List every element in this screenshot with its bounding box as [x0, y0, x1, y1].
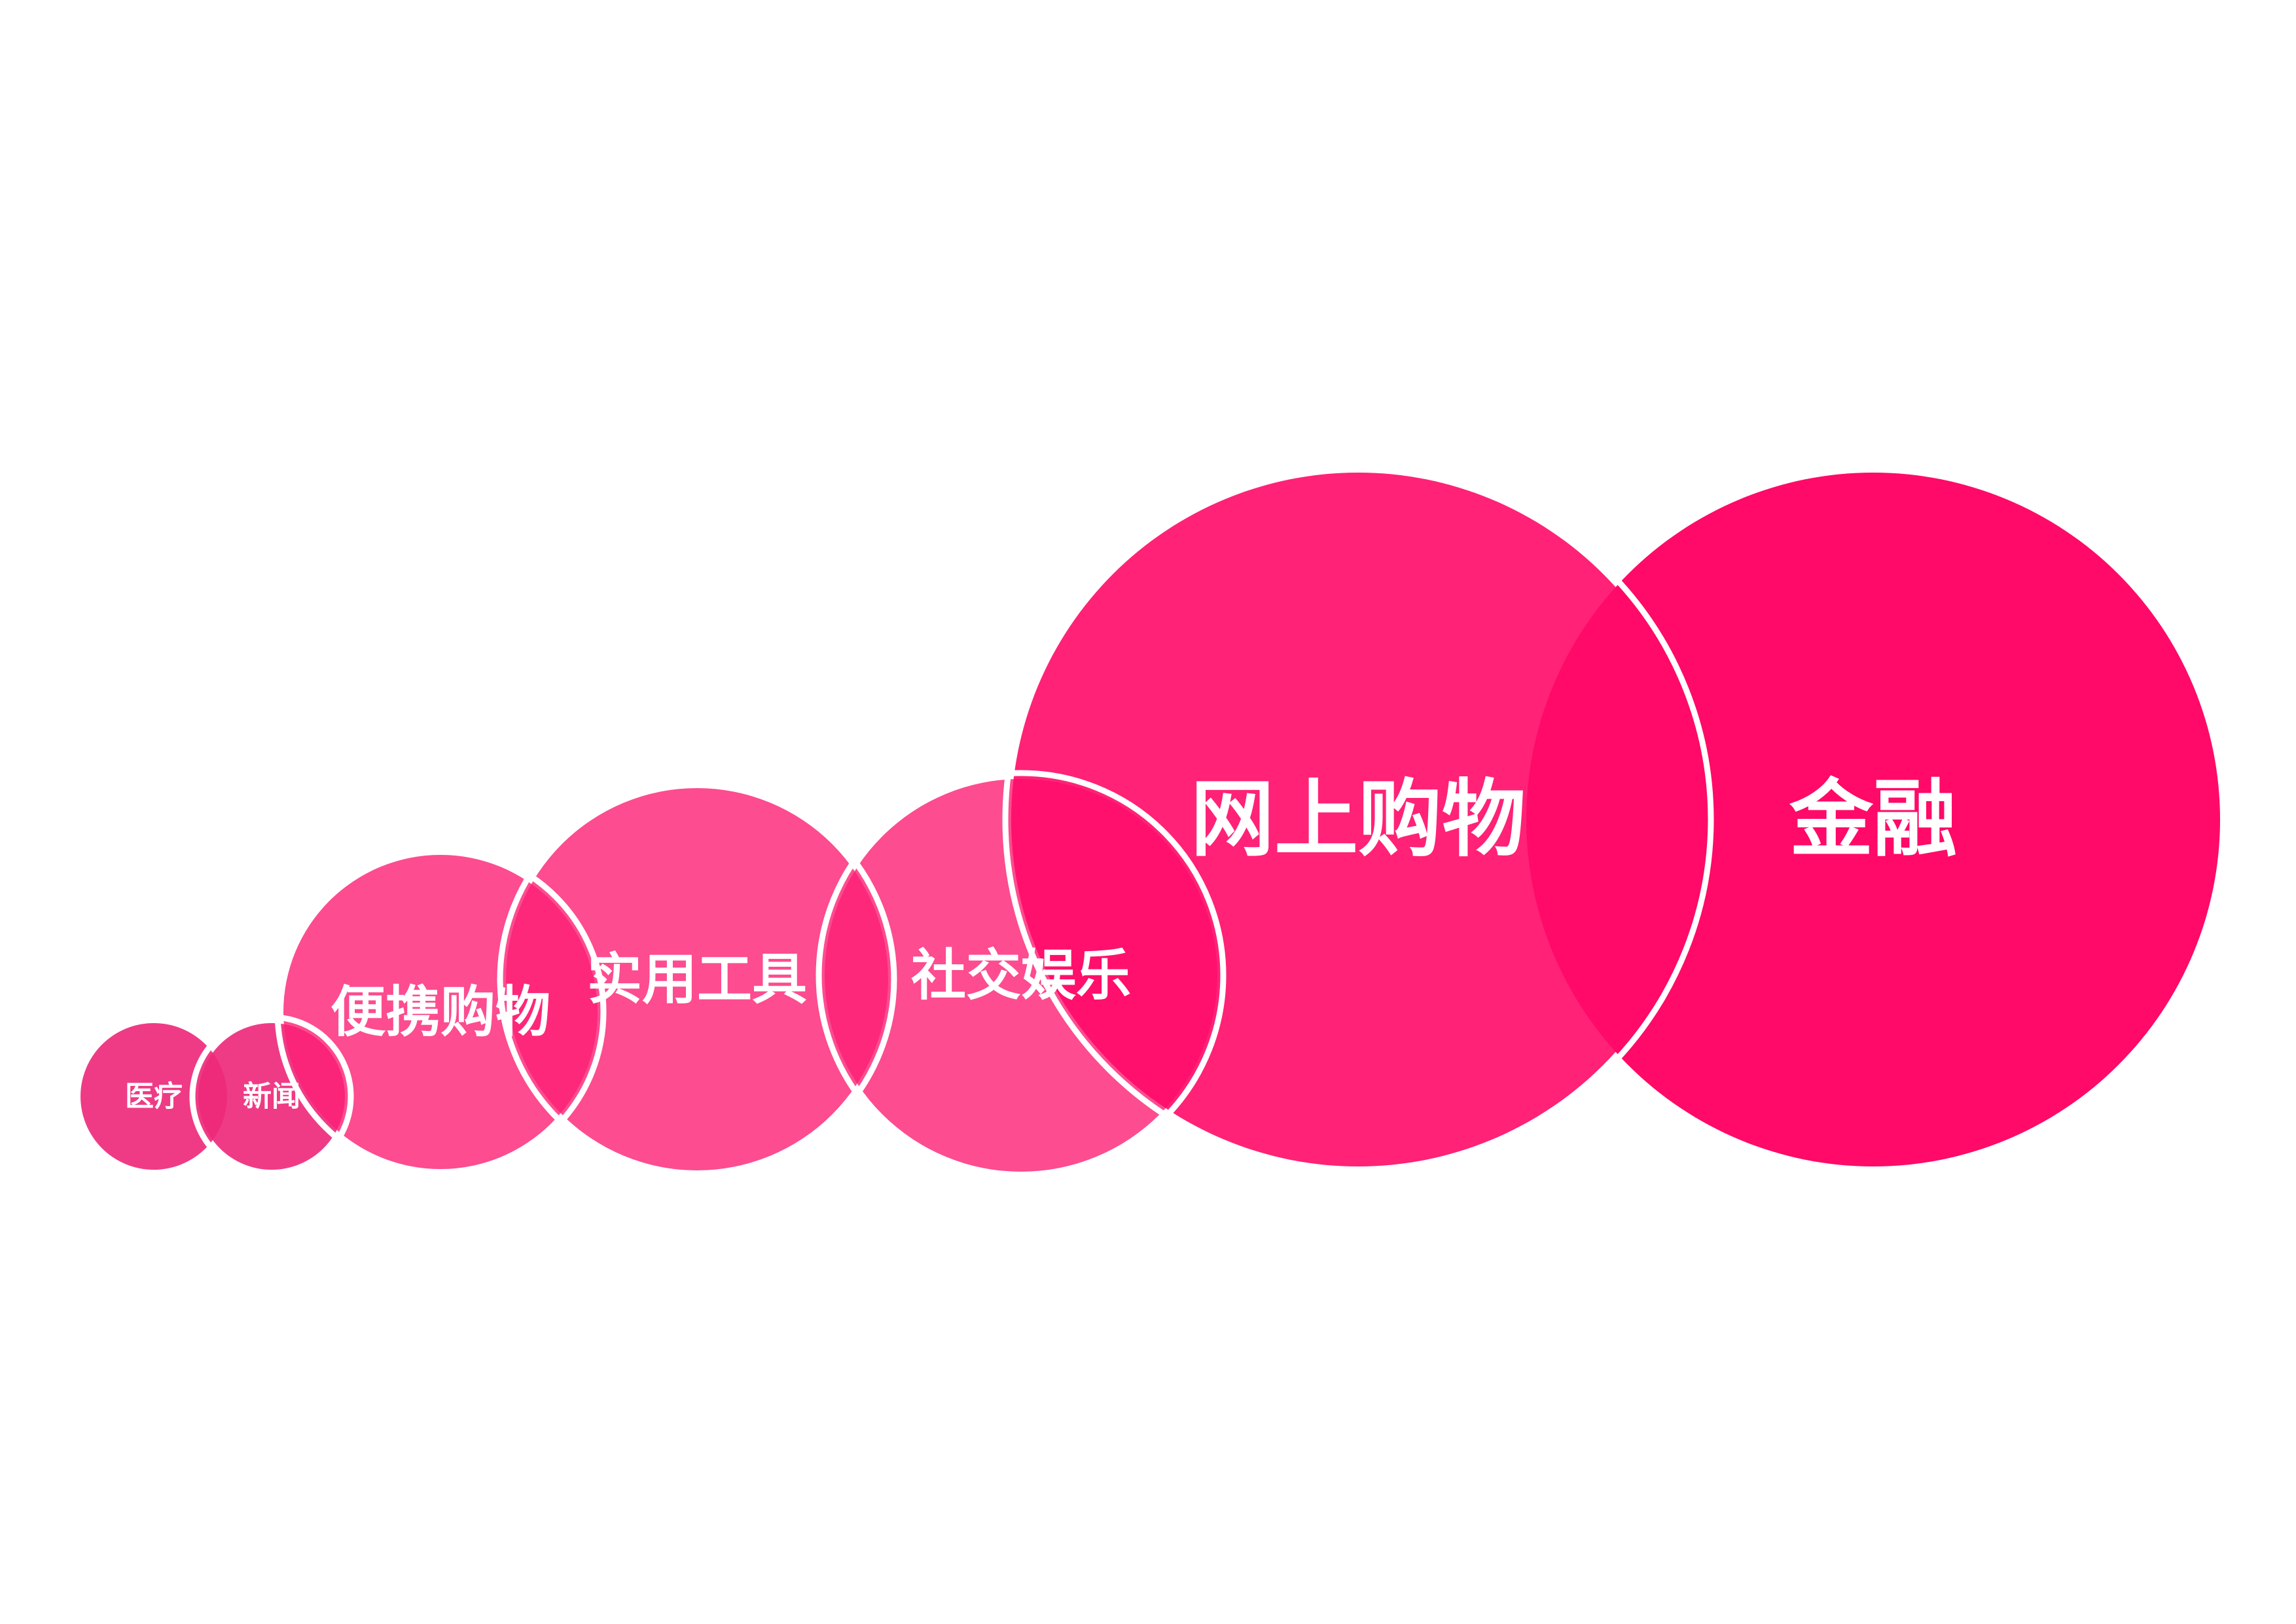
label-jinrong: 金融 — [1789, 771, 1957, 869]
circle-wangshang — [1011, 473, 1705, 1166]
ring-xinwen — [189, 1014, 354, 1179]
circle-yiliao — [81, 1023, 227, 1170]
label-wangshang: 网上购物 — [1191, 771, 1526, 869]
circle-jinrong — [1526, 473, 2220, 1166]
label-shejiao: 社交娱乐 — [911, 943, 1131, 1007]
label-shiyong: 实用工具 — [587, 947, 807, 1011]
label-bianxie: 便携购物 — [331, 980, 550, 1044]
ring-shejiao — [816, 770, 1227, 1181]
circle-shiyong — [506, 788, 888, 1170]
label-xinwen: 新闻 — [243, 1080, 300, 1113]
ring-wangshang — [1002, 463, 1714, 1176]
label-yiliao: 医疗 — [125, 1080, 183, 1113]
ring-bianxie — [274, 846, 607, 1178]
ring-shiyong — [497, 779, 897, 1180]
circles-group — [81, 473, 2220, 1172]
outlines-group — [189, 463, 1714, 1181]
